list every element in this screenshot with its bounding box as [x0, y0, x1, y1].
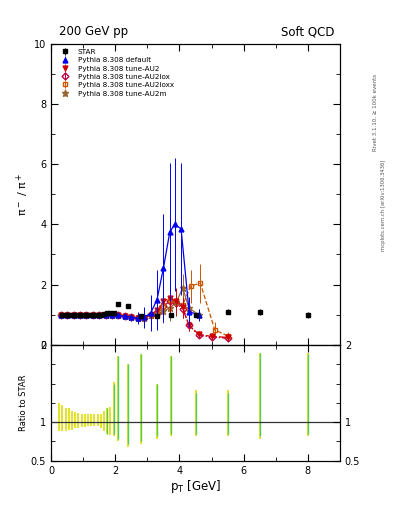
Text: Rivet 3.1.10, ≥ 100k events: Rivet 3.1.10, ≥ 100k events [373, 74, 378, 151]
Text: 200 GeV pp: 200 GeV pp [59, 26, 128, 38]
Legend: STAR, Pythia 8.308 default, Pythia 8.308 tune-AU2, Pythia 8.308 tune-AU2lox, Pyt: STAR, Pythia 8.308 default, Pythia 8.308… [55, 47, 175, 98]
X-axis label: $p_T$ [GeV]: $p_T$ [GeV] [170, 478, 221, 496]
Text: Soft QCD: Soft QCD [281, 26, 334, 38]
Y-axis label: Ratio to STAR: Ratio to STAR [19, 375, 28, 431]
Y-axis label: $\pi^-$ / $\pi^+$: $\pi^-$ / $\pi^+$ [15, 173, 31, 216]
Text: mcplots.cern.ch [arXiv:1306.3436]: mcplots.cern.ch [arXiv:1306.3436] [381, 159, 386, 250]
